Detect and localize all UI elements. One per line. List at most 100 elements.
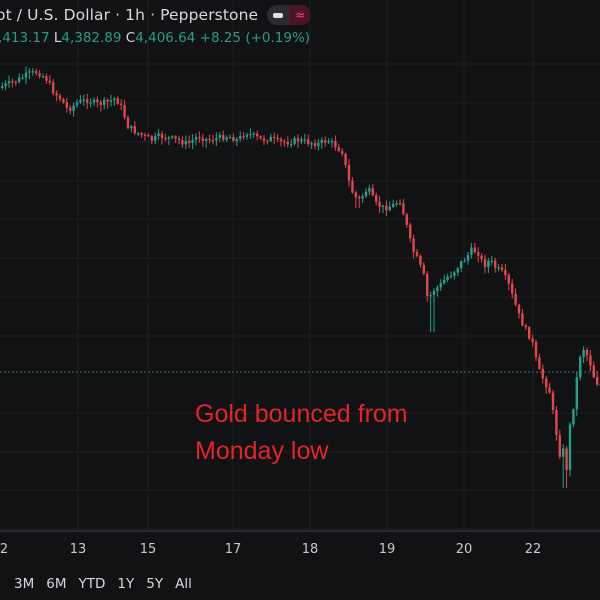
- candle-body: [69, 107, 72, 111]
- candle-body: [541, 368, 544, 379]
- low-label: L: [53, 30, 62, 46]
- candle-body: [422, 264, 425, 274]
- candle-body: [296, 138, 300, 142]
- candle-body: [242, 135, 245, 138]
- symbol-title[interactable]: ot / U.S. Dollar · 1h · Pepperstone: [0, 6, 259, 24]
- candle-body: [589, 355, 592, 366]
- candle-body: [11, 80, 14, 83]
- candle-body: [361, 196, 364, 199]
- candle-body: [456, 268, 459, 273]
- range-5y-button[interactable]: 5Y: [146, 576, 164, 592]
- candle-body: [140, 133, 143, 135]
- candle-body: [480, 255, 483, 260]
- candle-body: [497, 267, 500, 269]
- candle-body: [266, 140, 269, 143]
- candle-body: [548, 387, 551, 393]
- candle-body: [439, 283, 442, 288]
- candle-body: [419, 255, 422, 265]
- candle-body: [120, 103, 123, 105]
- candle-body: [307, 139, 310, 144]
- candle-body: [41, 76, 45, 78]
- candle-body: [130, 126, 133, 129]
- candle-body: [232, 137, 235, 141]
- candle-body: [596, 377, 599, 385]
- candle-body: [4, 83, 7, 87]
- candle-body: [55, 93, 58, 96]
- candle-body: [38, 73, 41, 77]
- candle-body: [116, 98, 119, 104]
- candle-body: [201, 138, 204, 141]
- low-value: 4,382.89: [61, 30, 122, 46]
- candle-body: [555, 410, 558, 436]
- candle-body: [1, 86, 4, 88]
- candle-body: [402, 203, 405, 215]
- candle-body: [388, 206, 391, 211]
- candle-body: [395, 203, 398, 205]
- candle-body: [167, 137, 170, 139]
- time-axis[interactable]: 2 13 15 17 18 19 20 22: [0, 530, 600, 566]
- chart-canvas[interactable]: [0, 0, 600, 530]
- candle-body: [75, 102, 79, 106]
- candle-body: [7, 80, 11, 84]
- chart-header: ot / U.S. Dollar · 1h · Pepperstone ≈ ,4…: [0, 0, 600, 52]
- candle-body: [398, 203, 402, 205]
- wave-icon[interactable]: ≈: [289, 5, 312, 25]
- candle-body: [375, 195, 378, 202]
- range-selector: 3M 6M YTD 1Y 5Y All: [8, 576, 198, 592]
- candle-body: [82, 99, 85, 101]
- candle-body: [290, 143, 293, 146]
- candle-body: [494, 260, 497, 268]
- time-axis-label: 15: [139, 542, 157, 557]
- candle-body: [79, 99, 82, 103]
- range-all-button[interactable]: All: [175, 576, 192, 592]
- candle-body: [337, 147, 340, 151]
- candle-body: [92, 99, 96, 103]
- candle-body: [460, 261, 463, 269]
- time-axis-label: 20: [455, 542, 473, 557]
- candle-body: [470, 247, 473, 256]
- candle-body: [443, 279, 446, 284]
- candle-body: [324, 140, 327, 143]
- chart-annotation[interactable]: Gold bounced from Monday low: [195, 396, 408, 470]
- candle-body: [504, 269, 507, 276]
- candle-body: [572, 409, 575, 425]
- candle-body: [106, 99, 109, 102]
- candle-body: [511, 283, 514, 294]
- candle-body: [58, 95, 62, 100]
- range-ytd-button[interactable]: YTD: [78, 576, 106, 592]
- candle-body: [310, 143, 313, 145]
- time-axis-label: 13: [69, 542, 87, 557]
- range-6m-button[interactable]: 6M: [46, 576, 67, 592]
- close-value: 4,406.64: [135, 30, 196, 46]
- time-axis-label: 18: [301, 542, 319, 557]
- candle-body: [184, 140, 187, 145]
- range-3m-button[interactable]: 3M: [14, 576, 35, 592]
- candle-body: [487, 260, 490, 268]
- candle-body: [21, 77, 24, 79]
- candle-body: [276, 137, 279, 140]
- candle-body: [62, 99, 65, 103]
- candle-body: [99, 102, 102, 105]
- candle-body: [160, 133, 164, 138]
- range-1y-button[interactable]: 1Y: [117, 576, 135, 592]
- candle-body: [137, 133, 140, 135]
- eye-icon[interactable]: [267, 5, 289, 25]
- candle-body: [466, 255, 470, 261]
- candle-body: [477, 252, 480, 256]
- time-axis-label: 22: [524, 542, 542, 557]
- candle-body: [351, 180, 354, 193]
- candle-body: [436, 287, 439, 291]
- visibility-toggle[interactable]: ≈: [267, 5, 312, 25]
- candle-body: [143, 134, 147, 137]
- candle-body: [521, 313, 524, 326]
- candle-body: [528, 327, 531, 339]
- candle-body: [327, 141, 330, 143]
- candle-body: [303, 139, 306, 141]
- candlestick-plot[interactable]: [0, 0, 600, 530]
- candle-body: [45, 76, 48, 81]
- candle-body: [283, 141, 286, 143]
- candle-body: [409, 224, 412, 239]
- candle-body: [429, 295, 432, 297]
- time-axis-label: 2: [0, 542, 9, 557]
- candle-body: [147, 134, 150, 137]
